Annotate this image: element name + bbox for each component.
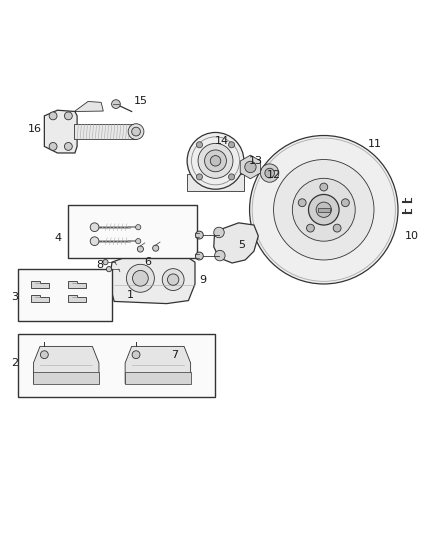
Circle shape — [49, 142, 57, 150]
Circle shape — [40, 351, 48, 359]
Text: 12: 12 — [267, 170, 281, 180]
Polygon shape — [68, 295, 86, 302]
Polygon shape — [187, 174, 244, 190]
Text: 10: 10 — [405, 231, 419, 241]
Polygon shape — [33, 346, 99, 384]
Text: 3: 3 — [11, 292, 18, 302]
Circle shape — [106, 266, 112, 272]
Text: 1: 1 — [127, 290, 134, 300]
Bar — [68, 205, 197, 258]
Text: 16: 16 — [28, 124, 42, 134]
Text: 8: 8 — [96, 260, 103, 270]
Polygon shape — [68, 281, 86, 288]
Circle shape — [187, 133, 244, 189]
Circle shape — [195, 252, 203, 260]
Polygon shape — [31, 295, 49, 302]
Circle shape — [210, 156, 221, 166]
Text: 13: 13 — [249, 156, 263, 166]
Circle shape — [261, 164, 279, 182]
Circle shape — [214, 227, 224, 238]
Circle shape — [342, 199, 350, 207]
Circle shape — [132, 127, 141, 136]
Circle shape — [64, 112, 72, 120]
Polygon shape — [33, 372, 99, 384]
Circle shape — [133, 270, 148, 286]
Circle shape — [250, 135, 398, 284]
Polygon shape — [74, 124, 136, 139]
Circle shape — [49, 112, 57, 120]
Circle shape — [90, 223, 99, 231]
Polygon shape — [240, 155, 261, 179]
Circle shape — [152, 245, 159, 251]
Circle shape — [198, 143, 233, 179]
Circle shape — [196, 142, 202, 148]
Bar — [318, 207, 330, 212]
Circle shape — [112, 100, 120, 108]
Circle shape — [90, 237, 99, 246]
Circle shape — [128, 124, 144, 140]
Polygon shape — [125, 372, 191, 384]
Circle shape — [229, 142, 235, 148]
Circle shape — [274, 159, 374, 260]
Circle shape — [132, 351, 140, 359]
Circle shape — [136, 239, 141, 244]
Text: 2: 2 — [11, 358, 18, 368]
Bar — [18, 334, 215, 398]
Circle shape — [205, 150, 226, 172]
Text: 11: 11 — [367, 139, 381, 149]
Circle shape — [162, 269, 184, 290]
Polygon shape — [75, 101, 103, 111]
Circle shape — [245, 161, 256, 173]
Circle shape — [333, 224, 341, 232]
Polygon shape — [125, 346, 191, 384]
Circle shape — [320, 183, 328, 191]
Circle shape — [308, 195, 339, 225]
Text: 6: 6 — [145, 257, 151, 267]
Circle shape — [292, 179, 355, 241]
Text: 9: 9 — [199, 276, 206, 286]
Bar — [18, 269, 112, 321]
Circle shape — [298, 199, 306, 207]
Circle shape — [103, 260, 108, 265]
Text: 4: 4 — [55, 233, 62, 243]
Circle shape — [167, 274, 179, 285]
Text: 7: 7 — [171, 350, 178, 360]
Text: 15: 15 — [134, 96, 148, 107]
Circle shape — [265, 168, 275, 178]
Polygon shape — [31, 281, 49, 288]
Circle shape — [195, 231, 203, 239]
Circle shape — [138, 246, 144, 252]
Circle shape — [307, 224, 314, 232]
Polygon shape — [214, 223, 258, 263]
Circle shape — [196, 174, 202, 180]
Polygon shape — [109, 251, 195, 304]
Circle shape — [215, 251, 225, 261]
Circle shape — [316, 202, 332, 217]
Text: 5: 5 — [239, 240, 246, 249]
Text: 14: 14 — [215, 136, 229, 146]
Circle shape — [64, 142, 72, 150]
Circle shape — [136, 224, 141, 230]
Circle shape — [229, 174, 235, 180]
Circle shape — [127, 264, 154, 292]
Polygon shape — [44, 110, 77, 153]
